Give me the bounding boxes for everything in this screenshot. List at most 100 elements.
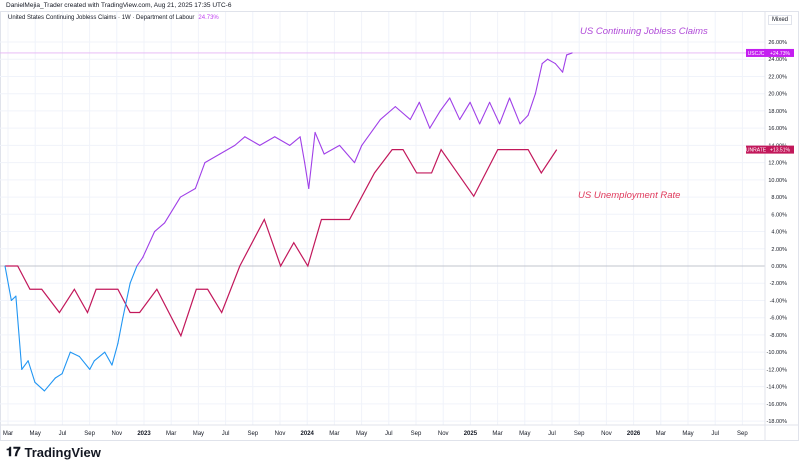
claims-line-segment bbox=[93, 351, 106, 362]
price-label-tag bbox=[766, 145, 794, 154]
claims-line-segment bbox=[142, 230, 156, 258]
claims-line-segment bbox=[554, 62, 564, 73]
series-name-tag bbox=[746, 48, 766, 57]
x-tick-label: Mar bbox=[656, 431, 666, 437]
y-tick-label: 24.00% bbox=[768, 57, 787, 63]
claims-line-segment bbox=[69, 351, 80, 358]
x-tick-label: Mar bbox=[3, 431, 13, 437]
y-tick-label: 22.00% bbox=[768, 74, 787, 80]
claims-line-segment bbox=[10, 295, 17, 302]
claims-line-segment bbox=[54, 373, 63, 379]
claims-line-segment bbox=[459, 101, 471, 121]
claims-line-segment bbox=[509, 97, 521, 125]
y-tick-label: -16.00% bbox=[767, 402, 788, 408]
claims-line-segment bbox=[129, 265, 138, 284]
claims-line-segment bbox=[534, 62, 543, 95]
claims-line-segment bbox=[154, 222, 166, 233]
claims-line-segment bbox=[361, 118, 381, 146]
x-tick-label: Sep bbox=[737, 431, 748, 437]
y-tick-label: 12.00% bbox=[768, 161, 787, 167]
legend-title: United States Continuing Jobless Claims … bbox=[8, 15, 195, 21]
claims-line-segment bbox=[566, 52, 573, 56]
y-tick-label: 8.00% bbox=[771, 195, 787, 201]
price-label-value: +13.51% bbox=[770, 148, 790, 154]
claims-line-segment bbox=[489, 101, 501, 125]
x-tick-label: Jul bbox=[548, 431, 556, 437]
claims-line-segment bbox=[194, 162, 206, 190]
claims-line-segment bbox=[78, 355, 91, 370]
y-tick-label: 2.00% bbox=[771, 247, 787, 253]
claims-line-segment bbox=[89, 360, 95, 370]
scale-mode-button[interactable]: Mixed bbox=[768, 15, 793, 25]
x-tick-label: 2023 bbox=[137, 431, 151, 437]
claims-line-segment bbox=[34, 381, 45, 392]
x-tick-label: Sep bbox=[84, 431, 95, 437]
y-tick-label: -18.00% bbox=[767, 419, 788, 425]
claims-line-segment bbox=[164, 196, 181, 224]
y-tick-label: 20.00% bbox=[768, 92, 787, 98]
claims-line-segment bbox=[61, 351, 71, 375]
claims-line-segment bbox=[27, 360, 36, 383]
claims-line-segment bbox=[479, 101, 491, 125]
x-tick-label: May bbox=[682, 431, 693, 437]
x-tick-label: Mar bbox=[166, 431, 176, 437]
x-tick-label: Nov bbox=[601, 431, 612, 437]
claims-line-segment bbox=[429, 110, 441, 129]
claims-line-segment bbox=[299, 136, 306, 164]
claims-line-segment bbox=[308, 131, 316, 190]
claims-line-segment bbox=[339, 144, 356, 164]
y-tick-label: -2.00% bbox=[770, 281, 788, 287]
price-label-tag bbox=[766, 48, 794, 57]
y-tick-label: 6.00% bbox=[771, 212, 787, 218]
y-tick-label: 16.00% bbox=[768, 126, 787, 132]
claims-line-segment bbox=[547, 58, 556, 65]
tradingview-logo[interactable]: 𝟏𝟕 TradingView bbox=[6, 444, 101, 460]
claims-line-segment bbox=[379, 106, 396, 121]
y-tick-label: -4.00% bbox=[770, 298, 788, 304]
brand-name: TradingView bbox=[24, 444, 101, 460]
claims-line-segment bbox=[244, 136, 261, 146]
claims-line-segment bbox=[117, 317, 124, 345]
claims-line-segment bbox=[519, 114, 529, 125]
y-tick-label: 26.00% bbox=[768, 40, 787, 46]
series-legend[interactable]: United States Continuing Jobless Claims … bbox=[8, 15, 219, 21]
legend-value: 24.73% bbox=[198, 15, 219, 21]
y-tick-label: 0.00% bbox=[771, 264, 787, 270]
claims-line-segment bbox=[179, 187, 196, 198]
claims-line-segment bbox=[136, 256, 144, 267]
claims-line-segment bbox=[111, 342, 119, 366]
claims-line-segment bbox=[43, 377, 56, 392]
claims-line-segment bbox=[469, 101, 481, 125]
y-tick-label: -14.00% bbox=[767, 385, 788, 391]
claims-line-segment bbox=[204, 153, 221, 164]
claims-line-segment bbox=[323, 144, 341, 155]
claims-line-segment bbox=[274, 136, 291, 146]
claims-line-segment bbox=[15, 295, 23, 370]
x-tick-label: Mar bbox=[329, 431, 339, 437]
claims-line-segment bbox=[259, 136, 276, 146]
y-tick-label: -6.00% bbox=[770, 316, 788, 322]
x-tick-label: 2025 bbox=[464, 431, 478, 437]
claims-line-segment bbox=[21, 360, 29, 370]
chart-pane[interactable] bbox=[0, 11, 799, 441]
x-tick-label: May bbox=[30, 431, 41, 437]
y-tick-label: -12.00% bbox=[767, 367, 788, 373]
claims-line-segment bbox=[219, 144, 236, 155]
claims-line-segment bbox=[304, 162, 310, 190]
claims-line-segment bbox=[4, 265, 12, 302]
claims-line-segment bbox=[418, 101, 431, 129]
y-tick-label: 4.00% bbox=[771, 230, 787, 236]
series-name-tag bbox=[746, 145, 766, 154]
x-tick-label: Nov bbox=[111, 431, 122, 437]
claims-line-segment bbox=[449, 97, 461, 121]
y-tick-label: -8.00% bbox=[770, 333, 788, 339]
x-tick-label: Nov bbox=[438, 431, 449, 437]
claims-line-segment bbox=[394, 106, 411, 121]
x-tick-label: Jul bbox=[222, 431, 230, 437]
claims-line-segment bbox=[353, 144, 363, 164]
x-tick-label: May bbox=[519, 431, 530, 437]
unrate-line bbox=[5, 148, 558, 338]
claims-line-segment bbox=[122, 282, 131, 319]
x-tick-label: 2024 bbox=[301, 431, 315, 437]
